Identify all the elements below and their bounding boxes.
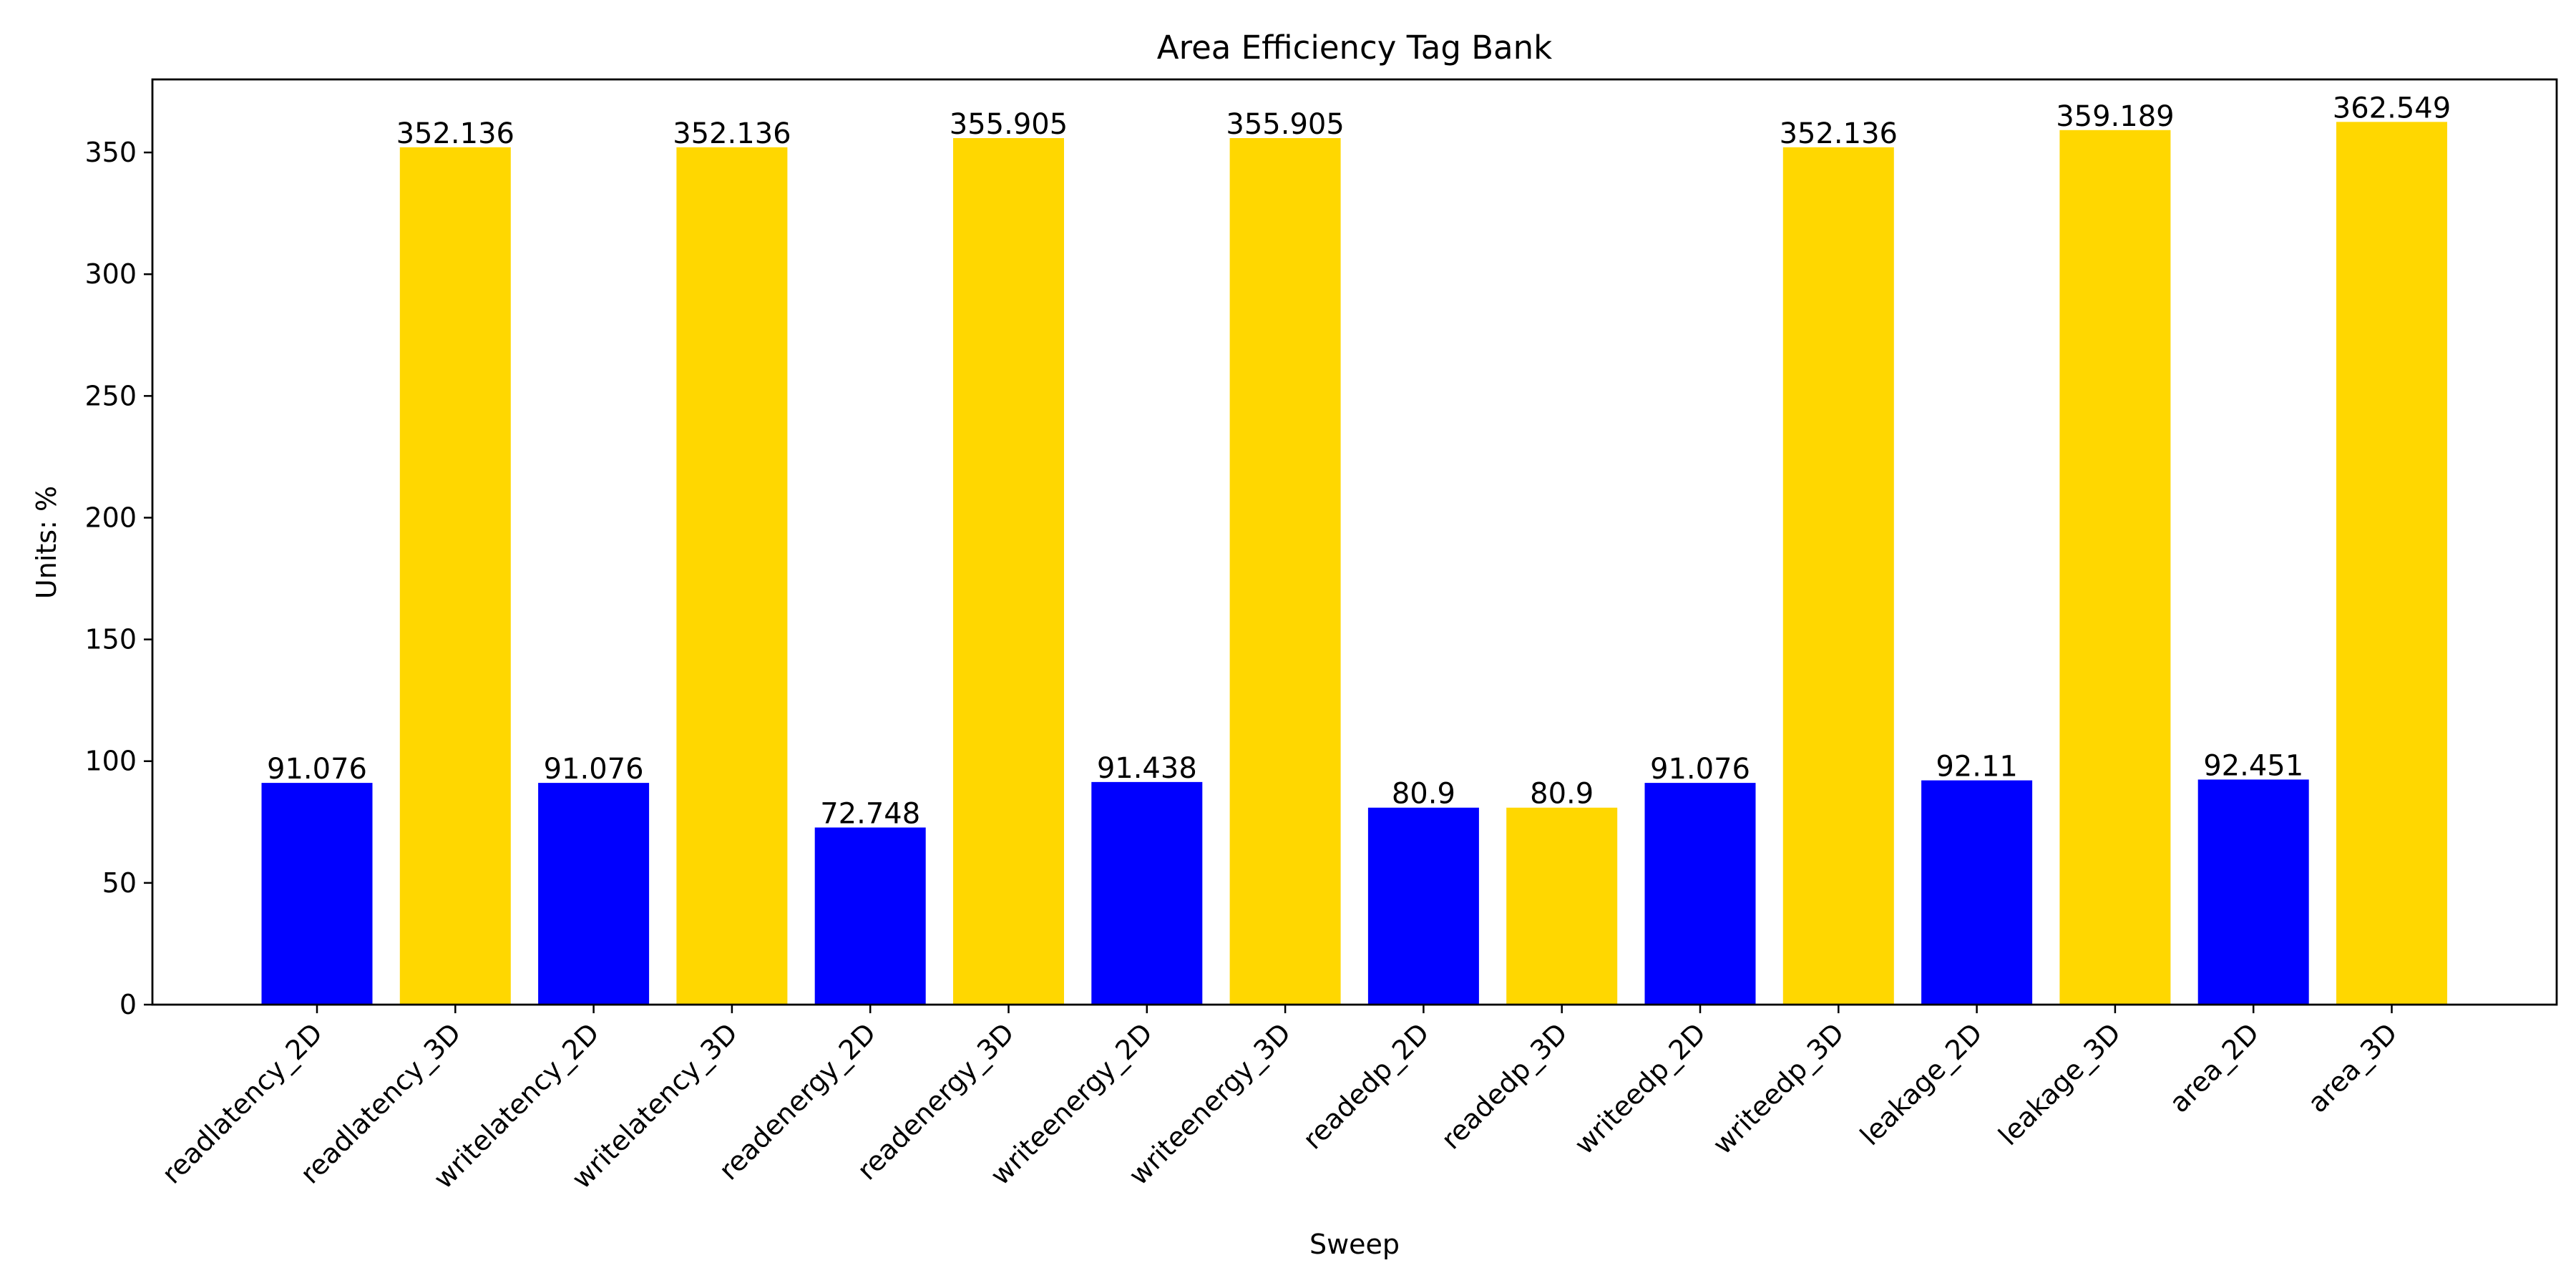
value-label-readedp_3D: 80.9 [1530,778,1594,811]
x-tick-label-writeedp_2D: writeedp_2D [1568,1017,1712,1161]
y-tick-label-100: 100 [84,746,137,777]
plot-frame [151,78,2558,1006]
value-label-area_3D: 362.549 [2333,92,2451,125]
value-label-readedp_2D: 80.9 [1392,778,1455,811]
x-axis: readlatency_2Dreadlatency_3Dwritelatency… [156,1005,2404,1195]
bar-readlatency_2D [261,783,373,1005]
y-tick-label-300: 300 [84,258,137,290]
value-label-writeenergy_3D: 355.905 [1226,108,1344,141]
value-label-readenergy_3D: 355.905 [950,108,1068,141]
bar-readlatency_3D [399,147,511,1005]
x-tick-label-leakage_3D: leakage_3D [1992,1017,2127,1151]
value-labels-group: 91.076 352.136 91.076 352.136 72.748 355.905 9… [267,92,2451,830]
bar-area_3D [2336,122,2447,1005]
value-label-leakage_3D: 359.189 [2056,100,2174,133]
bar-area_2D [2197,779,2309,1005]
bar-writelatency_3D [676,147,788,1005]
bar-readedp_3D [1506,807,1618,1005]
bar-leakage_2D [1921,780,2033,1005]
value-label-writeedp_3D: 352.136 [1780,117,1898,150]
x-tick-label-readedp_3D: readedp_3D [1435,1017,1574,1155]
y-axis: 0 50 100 150 200 250 300 350 [84,137,152,1020]
value-label-area_2D: 92.451 [2203,749,2303,782]
value-label-leakage_2D: 92.11 [1936,751,2018,784]
bar-writeenergy_2D [1091,781,1203,1005]
x-axis-label: Sweep [1309,1229,1400,1260]
value-label-writelatency_2D: 91.076 [544,753,644,786]
y-tick-label-250: 250 [84,380,137,411]
value-label-readenergy_2D: 72.748 [820,797,920,830]
value-label-writeedp_2D: 91.076 [1650,753,1750,786]
bar-readenergy_2D [814,827,926,1005]
y-tick-label-50: 50 [102,867,137,899]
bar-writelatency_2D [538,783,650,1005]
y-axis-label: Units: % [31,486,62,599]
x-tick-label-readedp_2D: readedp_2D [1297,1017,1435,1155]
bar-writeedp_3D [1782,147,1894,1005]
x-tick-label-area_3D: area_3D [2302,1017,2404,1118]
y-tick-label-0: 0 [119,989,137,1020]
value-label-readlatency_3D: 352.136 [396,117,514,150]
y-tick-label-350: 350 [84,137,137,168]
bar-readedp_2D [1367,807,1479,1005]
x-tick-label-leakage_2D: leakage_2D [1854,1017,1989,1151]
y-tick-label-150: 150 [84,624,137,655]
chart-title: Area Efficiency Tag Bank [1157,29,1552,67]
bar-readenergy_3D [953,137,1064,1005]
y-tick-label-200: 200 [84,502,137,533]
bar-writeenergy_3D [1229,137,1341,1005]
x-tick-label-area_2D: area_2D [2163,1017,2265,1118]
value-label-readlatency_2D: 91.076 [267,753,367,786]
bar-leakage_3D [2059,130,2171,1005]
bar-writeedp_2D [1644,783,1756,1005]
bars-group [261,122,2447,1005]
x-tick-label-writeedp_3D: writeedp_3D [1707,1017,1850,1161]
value-label-writelatency_3D: 352.136 [673,117,791,150]
value-label-writeenergy_2D: 91.438 [1097,752,1197,785]
